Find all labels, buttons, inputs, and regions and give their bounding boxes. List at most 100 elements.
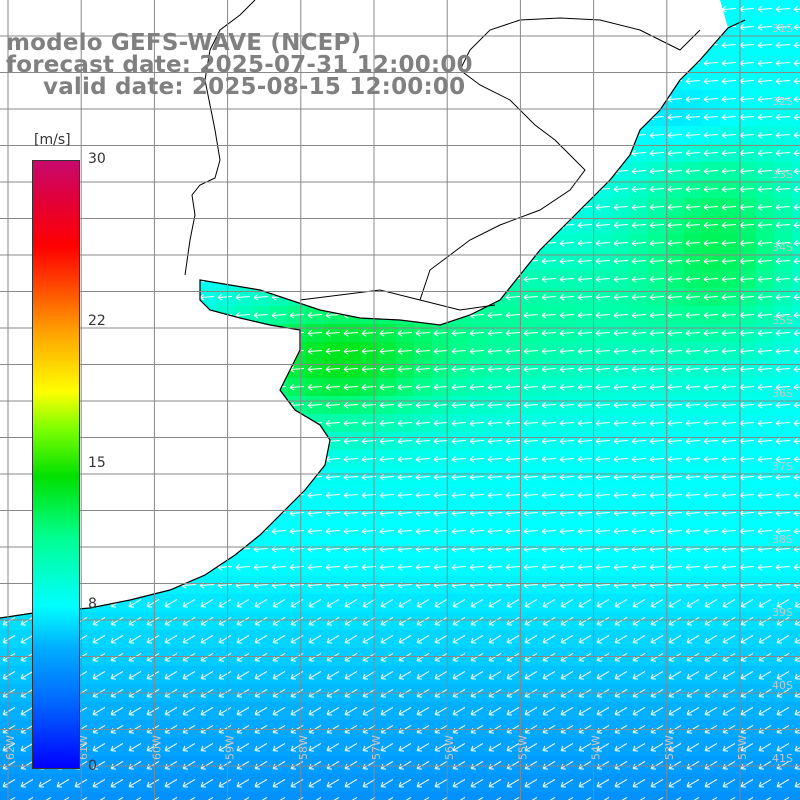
wind-arrow: [559, 437, 575, 445]
wind-arrow: [703, 149, 719, 157]
wind-arrow: [685, 221, 701, 229]
wind-arrow: [505, 419, 521, 427]
wind-arrow: [559, 275, 575, 283]
wind-cell: [90, 792, 109, 800]
wind-arrow: [739, 113, 755, 121]
wind-arrow: [721, 149, 737, 157]
wind-arrow: [559, 257, 575, 265]
wind-arrow: [739, 41, 755, 49]
wind-cell: [252, 792, 271, 800]
wind-arrow: [631, 347, 647, 355]
wind-arrow: [325, 365, 341, 373]
wind-arrow: [451, 365, 467, 373]
wind-arrow: [703, 221, 719, 229]
wind-arrow: [613, 473, 629, 481]
wind-arrow: [685, 419, 701, 427]
wind-arrow: [739, 365, 755, 373]
wind-arrow: [775, 455, 791, 463]
wind-arrow: [775, 203, 791, 211]
wind-arrow: [469, 419, 485, 427]
wind-arrow: [631, 455, 647, 463]
wind-arrow: [505, 329, 521, 337]
wind-arrow: [649, 491, 665, 499]
wind-arrow: [577, 257, 593, 265]
wind-arrow: [541, 419, 557, 427]
wind-arrow: [721, 167, 737, 175]
wind-arrow: [613, 365, 629, 373]
wind-arrow: [739, 167, 755, 175]
wind-arrow: [667, 275, 683, 283]
longitude-label: 62W: [4, 735, 17, 760]
wind-arrow: [775, 113, 791, 121]
wind-arrow: [487, 383, 503, 391]
wind-arrow: [253, 311, 269, 319]
wind-cell: [126, 792, 145, 800]
wind-arrow: [649, 185, 665, 193]
wind-arrow: [721, 113, 737, 121]
wind-cell: [432, 792, 451, 800]
wind-arrow: [739, 77, 755, 85]
wind-arrow: [721, 419, 737, 427]
wind-cell: [54, 792, 73, 800]
wind-arrow: [649, 437, 665, 445]
wind-arrow: [667, 473, 683, 481]
wind-arrow: [793, 5, 800, 13]
wind-cell: [450, 792, 469, 800]
wind-arrow: [739, 401, 755, 409]
wind-arrow: [721, 473, 737, 481]
wind-arrow: [667, 149, 683, 157]
wind-arrow: [559, 311, 575, 319]
wind-arrow: [775, 221, 791, 229]
wind-arrow: [631, 365, 647, 373]
wind-arrow: [541, 383, 557, 391]
wind-arrow: [523, 293, 539, 301]
wind-arrow: [631, 419, 647, 427]
wind-arrow: [739, 239, 755, 247]
wind-arrow: [469, 437, 485, 445]
valid-date: valid date: 2025-08-15 12:00:00: [43, 74, 466, 100]
wind-arrow: [793, 455, 800, 463]
wind-arrow: [559, 455, 575, 463]
wind-arrow: [415, 347, 431, 355]
wind-arrow: [757, 473, 773, 481]
wind-arrow: [739, 419, 755, 427]
wind-cell: [558, 792, 577, 800]
wind-cell: [324, 792, 343, 800]
longitude-label: 59W: [224, 735, 237, 760]
wind-arrow: [757, 59, 773, 67]
wind-arrow: [667, 527, 683, 535]
wind-arrow: [703, 419, 719, 427]
wind-cell: [774, 792, 793, 800]
wind-arrow: [775, 23, 791, 31]
wind-arrow: [595, 239, 611, 247]
wind-arrow: [703, 401, 719, 409]
wind-arrow: [757, 221, 773, 229]
wind-arrow: [703, 167, 719, 175]
wind-cell: [306, 792, 325, 800]
wind-arrow: [649, 455, 665, 463]
wind-cell: [792, 792, 800, 800]
wind-arrow: [775, 491, 791, 499]
wind-arrow: [541, 437, 557, 445]
wind-arrow: [685, 365, 701, 373]
wind-arrow: [703, 95, 719, 103]
wind-arrow: [631, 149, 647, 157]
wind-arrow: [325, 329, 341, 337]
wind-arrow: [595, 437, 611, 445]
wind-arrow: [631, 221, 647, 229]
wind-arrow: [613, 419, 629, 427]
longitude-label: 60W: [150, 735, 163, 760]
wind-arrow: [649, 203, 665, 211]
wind-cell: [702, 792, 721, 800]
wind-arrow: [577, 293, 593, 301]
wind-arrow: [343, 365, 359, 373]
wind-arrow: [559, 491, 575, 499]
latitude-label: 38S: [772, 533, 793, 546]
wind-arrow: [667, 419, 683, 427]
wind-arrow: [721, 401, 737, 409]
wind-arrow: [343, 329, 359, 337]
wind-arrow: [703, 491, 719, 499]
wind-cell: [504, 792, 523, 800]
wind-arrow: [541, 401, 557, 409]
wind-arrow: [667, 131, 683, 139]
